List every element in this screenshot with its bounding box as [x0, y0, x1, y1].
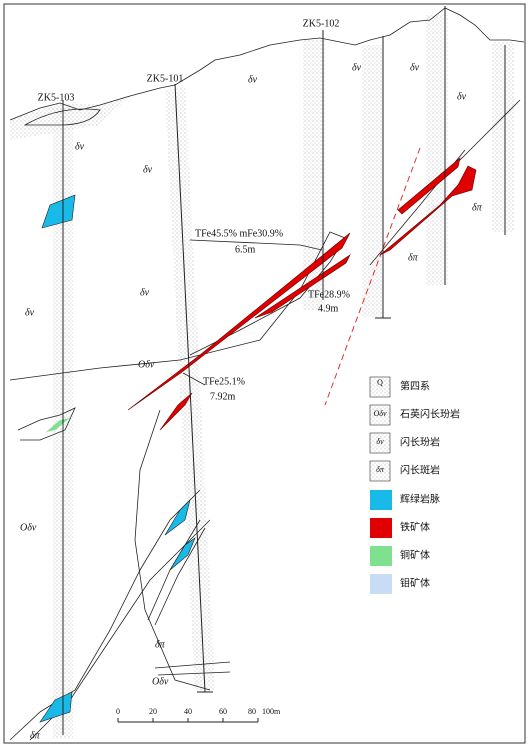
rock-label: Oδv — [152, 676, 169, 687]
rock-label: δv — [457, 91, 467, 102]
legend-label: 闪长斑岩 — [400, 463, 440, 476]
rock-label: Oδv — [20, 522, 37, 533]
legend-symbol: Q — [377, 378, 383, 387]
legend-symbol: Oδv — [373, 409, 386, 418]
scale-bar — [117, 718, 259, 723]
legend-symbol: δv — [376, 437, 384, 446]
hole-label: ZK5-103 — [38, 92, 75, 103]
scale-label: 60 — [219, 707, 227, 716]
rock-label: δv — [248, 74, 258, 85]
scale-label: 80 — [248, 707, 256, 716]
scale-label: 20 — [149, 707, 157, 716]
legend-label: 第四系 — [400, 379, 430, 392]
rock-label: δv — [410, 62, 420, 73]
legend-label: 石英闪长玢岩 — [400, 407, 460, 420]
legend-label: 铜矿体 — [400, 548, 430, 561]
legend-label: 钼矿体 — [400, 576, 430, 589]
hole-label: ZK5-101 — [147, 73, 184, 84]
rock-label: δv — [140, 287, 150, 298]
ore-thickness: 6.5m — [235, 244, 256, 255]
ore-grade: TFe45.5% mFe30.9% — [195, 228, 283, 239]
legend — [369, 376, 392, 594]
rock-label: δπ — [30, 730, 41, 741]
ore-grade: TFe25.1% — [203, 376, 245, 387]
legend-label: 铁矿体 — [400, 520, 430, 533]
drill-holes — [62, 6, 506, 735]
ore-thickness: 7.92m — [210, 391, 236, 402]
rock-label: δπ — [155, 639, 166, 650]
legend-label: 辉绿岩脉 — [400, 492, 440, 505]
hole-label: ZK5-102 — [303, 18, 340, 29]
legend-symbol: δπ — [376, 465, 385, 474]
scale-label: 40 — [184, 707, 192, 716]
rock-label: δπ — [472, 202, 483, 213]
scale-label: 0 — [116, 707, 120, 716]
ore-thickness: 4.9m — [318, 303, 339, 314]
legend-label: 闪长玢岩 — [400, 435, 440, 448]
scale-label: 100m — [262, 707, 281, 716]
rock-label: δv — [143, 164, 153, 175]
rock-label: δv — [352, 62, 362, 73]
rock-label: δv — [25, 307, 35, 318]
rock-label: Oδv — [138, 359, 155, 370]
rock-label: δπ — [408, 252, 419, 263]
ore-grade: TFe28.9% — [308, 289, 350, 300]
rock-label: δv — [75, 141, 85, 152]
